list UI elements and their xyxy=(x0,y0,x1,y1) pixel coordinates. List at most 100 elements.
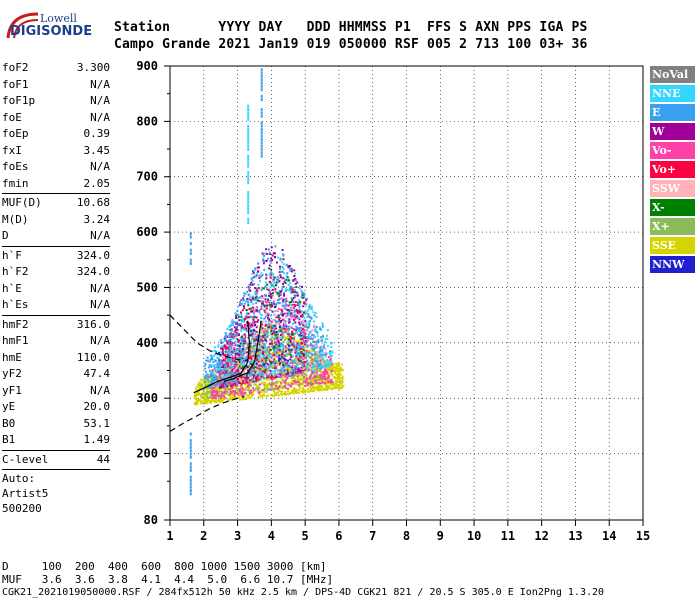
echo-point xyxy=(274,319,277,322)
echo-point xyxy=(227,367,229,370)
echo-point xyxy=(318,353,321,356)
echo-point xyxy=(236,383,239,386)
echo-point xyxy=(240,380,243,382)
echo-point xyxy=(268,366,271,369)
echo-point xyxy=(254,351,257,354)
echo-point xyxy=(255,354,258,357)
echo-point xyxy=(257,349,260,351)
echo-point xyxy=(318,386,321,388)
vertical-trace-point xyxy=(189,482,192,486)
echo-point xyxy=(243,339,246,342)
param-row: B0 53.1 xyxy=(2,416,110,433)
echo-point xyxy=(244,359,247,362)
echo-point xyxy=(264,365,266,368)
echo-point xyxy=(220,395,223,397)
echo-point xyxy=(301,348,304,351)
echo-point xyxy=(296,309,298,312)
param-label: M(D) xyxy=(2,212,29,226)
echo-point xyxy=(256,321,259,324)
vertical-trace-point xyxy=(247,154,250,158)
echo-point xyxy=(218,393,221,396)
echo-point xyxy=(219,378,222,381)
echo-point xyxy=(253,283,256,285)
echo-point xyxy=(262,376,265,378)
echo-point xyxy=(232,372,235,374)
echo-point xyxy=(303,343,306,346)
echo-point xyxy=(318,358,321,361)
echo-point xyxy=(325,386,328,389)
echo-point xyxy=(233,394,236,397)
echo-point xyxy=(254,364,257,367)
echo-point xyxy=(301,379,304,381)
param-row: foF1 N/A xyxy=(2,77,110,94)
echo-point xyxy=(271,359,274,362)
echo-point xyxy=(255,326,258,329)
echo-point xyxy=(260,369,263,372)
echo-point xyxy=(256,334,259,337)
echo-point xyxy=(324,363,327,366)
echo-point xyxy=(225,364,228,367)
echo-point xyxy=(263,330,265,333)
vertical-trace-point xyxy=(247,174,250,178)
echo-point xyxy=(240,311,242,314)
echo-point xyxy=(281,301,284,304)
echo-point xyxy=(308,322,311,325)
echo-point xyxy=(318,355,321,358)
echo-point xyxy=(273,319,276,322)
echo-point xyxy=(241,348,244,351)
param-value: 316.0 xyxy=(76,317,110,331)
echo-point xyxy=(304,384,307,387)
echo-point xyxy=(263,357,265,360)
echo-point xyxy=(309,344,312,347)
echo-point xyxy=(210,395,213,398)
param-value: 3.300 xyxy=(76,61,110,74)
echo-point xyxy=(339,382,342,385)
x-tick-label: 5 xyxy=(302,529,309,543)
echo-point xyxy=(305,336,308,338)
echo-point xyxy=(218,367,221,370)
echo-point xyxy=(229,398,232,401)
echo-point xyxy=(308,324,311,327)
echo-point xyxy=(323,343,326,346)
echo-point xyxy=(327,356,330,359)
echo-point xyxy=(255,292,258,295)
echo-point xyxy=(267,289,270,292)
echo-point xyxy=(287,393,290,396)
echo-point xyxy=(277,370,280,373)
echo-point xyxy=(337,378,340,381)
echo-point xyxy=(218,366,221,369)
echo-point xyxy=(212,396,215,399)
echo-point xyxy=(310,345,313,348)
echo-point xyxy=(253,372,256,375)
echo-point xyxy=(321,322,324,325)
echo-point xyxy=(261,295,264,298)
echo-point xyxy=(232,384,235,387)
echo-point xyxy=(276,293,279,296)
echo-point xyxy=(248,347,251,350)
echo-point xyxy=(268,382,271,385)
echo-point xyxy=(238,391,241,394)
echo-point xyxy=(298,321,301,324)
echo-point xyxy=(237,393,239,396)
echo-point xyxy=(317,359,320,362)
echo-point xyxy=(287,325,290,328)
echo-point xyxy=(273,367,276,370)
echo-point xyxy=(273,355,276,358)
echo-point xyxy=(204,367,207,370)
echo-point xyxy=(282,313,285,316)
echo-point xyxy=(252,351,255,354)
echo-point xyxy=(327,377,329,380)
echo-point xyxy=(259,370,262,373)
echo-point xyxy=(245,376,248,379)
echo-point xyxy=(282,351,285,354)
echo-point xyxy=(248,371,251,374)
echo-point xyxy=(243,299,245,302)
echo-point xyxy=(265,274,268,277)
echo-point xyxy=(267,370,270,373)
echo-point xyxy=(243,397,246,400)
echo-point xyxy=(218,386,221,389)
echo-point xyxy=(224,381,227,384)
echo-point xyxy=(297,349,300,352)
echo-point xyxy=(287,367,290,370)
echo-point xyxy=(285,364,288,367)
